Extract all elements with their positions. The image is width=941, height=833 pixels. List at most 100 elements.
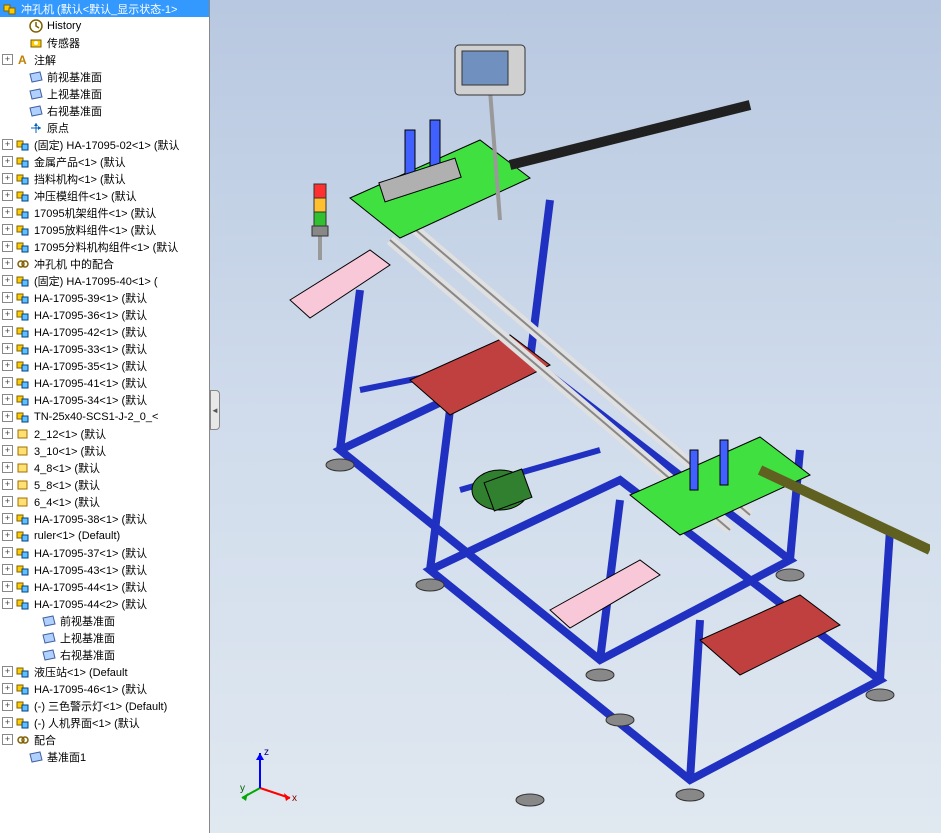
tree-item[interactable]: 前视基准面	[0, 68, 209, 85]
mates-icon	[15, 732, 31, 748]
tree-item[interactable]: +液压站<1> (Default	[0, 663, 209, 680]
feature-tree-panel[interactable]: 冲孔机 (默认<默认_显示状态-1> History传感器+A注解前视基准面上视…	[0, 0, 210, 833]
expand-icon[interactable]: +	[2, 326, 13, 337]
tree-item[interactable]: 基准面1	[0, 748, 209, 765]
expand-icon[interactable]: +	[2, 479, 13, 490]
tree-item[interactable]: +冲孔机 中的配合	[0, 255, 209, 272]
panel-splitter-handle[interactable]: ◄	[210, 390, 220, 430]
expand-icon[interactable]: +	[2, 156, 13, 167]
tree-item-label: TN-25x40-SCS1-J-2_0_<	[34, 411, 158, 423]
tree-item[interactable]: +HA-17095-34<1> (默认	[0, 391, 209, 408]
tree-item[interactable]: +(-) 三色警示灯<1> (Default)	[0, 697, 209, 714]
3d-viewport[interactable]: ◄	[210, 0, 941, 833]
tree-item[interactable]: +挡料机构<1> (默认	[0, 170, 209, 187]
tree-item[interactable]: +HA-17095-42<1> (默认	[0, 323, 209, 340]
tree-item[interactable]: + HA-17095-46<1> (默认	[0, 680, 209, 697]
expand-icon[interactable]: +	[2, 598, 13, 609]
tree-item[interactable]: History	[0, 17, 209, 34]
tree-item-label: HA-17095-37<1> (默认	[34, 545, 147, 561]
tree-item-label: 传感器	[47, 35, 80, 51]
expand-icon[interactable]: +	[2, 377, 13, 388]
tree-item[interactable]: +HA-17095-33<1> (默认	[0, 340, 209, 357]
tree-item[interactable]: +HA-17095-41<1> (默认	[0, 374, 209, 391]
expand-icon[interactable]: +	[2, 734, 13, 745]
tree-item[interactable]: +HA-17095-43<1> (默认	[0, 561, 209, 578]
expand-icon[interactable]: +	[2, 428, 13, 439]
expand-icon[interactable]: +	[2, 700, 13, 711]
expand-icon[interactable]: +	[2, 258, 13, 269]
expand-icon[interactable]: +	[2, 462, 13, 473]
expand-icon[interactable]: +	[2, 564, 13, 575]
tree-item[interactable]: 原点	[0, 119, 209, 136]
assembly-icon	[15, 154, 31, 170]
expand-icon[interactable]: +	[2, 717, 13, 728]
tree-item[interactable]: + HA-17095-37<1> (默认	[0, 544, 209, 561]
tree-item[interactable]: 上视基准面	[0, 629, 209, 646]
tree-item-label: HA-17095-39<1> (默认	[34, 290, 147, 306]
tree-item[interactable]: +HA-17095-38<1> (默认	[0, 510, 209, 527]
tree-item[interactable]: +HA-17095-44<2> (默认	[0, 595, 209, 612]
tree-item[interactable]: + TN-25x40-SCS1-J-2_0_<	[0, 408, 209, 425]
expand-icon[interactable]: +	[2, 513, 13, 524]
view-triad[interactable]: x y z	[240, 743, 300, 803]
expand-icon[interactable]: +	[2, 666, 13, 677]
tree-item[interactable]: 右视基准面	[0, 646, 209, 663]
tree-item[interactable]: 传感器	[0, 34, 209, 51]
tree-item[interactable]: 前视基准面	[0, 612, 209, 629]
assembly-icon	[15, 358, 31, 374]
expand-icon[interactable]: +	[2, 190, 13, 201]
expand-icon[interactable]: +	[2, 411, 13, 422]
tree-item-label: HA-17095-46<1> (默认	[34, 681, 147, 697]
tree-item[interactable]: 上视基准面	[0, 85, 209, 102]
assembly-icon	[15, 579, 31, 595]
tree-item[interactable]: +2_12<1> (默认	[0, 425, 209, 442]
tree-item[interactable]: +HA-17095-35<1> (默认	[0, 357, 209, 374]
tree-root-item[interactable]: 冲孔机 (默认<默认_显示状态-1>	[0, 0, 209, 17]
tree-item[interactable]: +17095分料机构组件<1> (默认	[0, 238, 209, 255]
tree-item[interactable]: +4_8<1> (默认	[0, 459, 209, 476]
axis-x-label: x	[292, 793, 297, 804]
tree-item[interactable]: +HA-17095-36<1> (默认	[0, 306, 209, 323]
expand-icon[interactable]: +	[2, 275, 13, 286]
assembly-icon	[15, 664, 31, 680]
tree-item[interactable]: +(固定) HA-17095-02<1> (默认	[0, 136, 209, 153]
tree-item[interactable]: +17095机架组件<1> (默认	[0, 204, 209, 221]
tree-item[interactable]: + HA-17095-39<1> (默认	[0, 289, 209, 306]
tree-item[interactable]: +金属产品<1> (默认	[0, 153, 209, 170]
expand-icon[interactable]: +	[2, 496, 13, 507]
expand-icon[interactable]: +	[2, 139, 13, 150]
tree-item[interactable]: +5_8<1> (默认	[0, 476, 209, 493]
expand-icon[interactable]: +	[2, 173, 13, 184]
tree-item-label: 基准面1	[47, 749, 86, 765]
tree-item[interactable]: +ruler<1> (Default)	[0, 527, 209, 544]
3d-model	[230, 20, 921, 813]
tree-item[interactable]: +冲压模组件<1> (默认	[0, 187, 209, 204]
expand-icon[interactable]: +	[2, 207, 13, 218]
tree-item-label: (固定) HA-17095-40<1> (	[34, 273, 158, 289]
tree-item[interactable]: +A注解	[0, 51, 209, 68]
tree-item[interactable]: 右视基准面	[0, 102, 209, 119]
annotation-icon: A	[15, 52, 31, 68]
expand-icon[interactable]: +	[2, 394, 13, 405]
expand-icon[interactable]: +	[2, 683, 13, 694]
tree-item[interactable]: +配合	[0, 731, 209, 748]
tree-item[interactable]: +3_10<1> (默认	[0, 442, 209, 459]
tree-item[interactable]: +17095放料组件<1> (默认	[0, 221, 209, 238]
expand-icon[interactable]: +	[2, 54, 13, 65]
tree-item-label: 右视基准面	[60, 647, 115, 663]
expand-icon[interactable]: +	[2, 445, 13, 456]
tree-item[interactable]: +(-) 人机界面<1> (默认	[0, 714, 209, 731]
expand-icon[interactable]: +	[2, 224, 13, 235]
tree-item[interactable]: +6_4<1> (默认	[0, 493, 209, 510]
assembly-icon	[15, 205, 31, 221]
expand-icon[interactable]: +	[2, 360, 13, 371]
expand-icon[interactable]: +	[2, 309, 13, 320]
expand-icon[interactable]: +	[2, 292, 13, 303]
tree-item[interactable]: +HA-17095-44<1> (默认	[0, 578, 209, 595]
expand-icon[interactable]: +	[2, 530, 13, 541]
expand-icon[interactable]: +	[2, 241, 13, 252]
expand-icon[interactable]: +	[2, 547, 13, 558]
expand-icon[interactable]: +	[2, 343, 13, 354]
expand-icon[interactable]: +	[2, 581, 13, 592]
tree-item[interactable]: + (固定) HA-17095-40<1> (	[0, 272, 209, 289]
